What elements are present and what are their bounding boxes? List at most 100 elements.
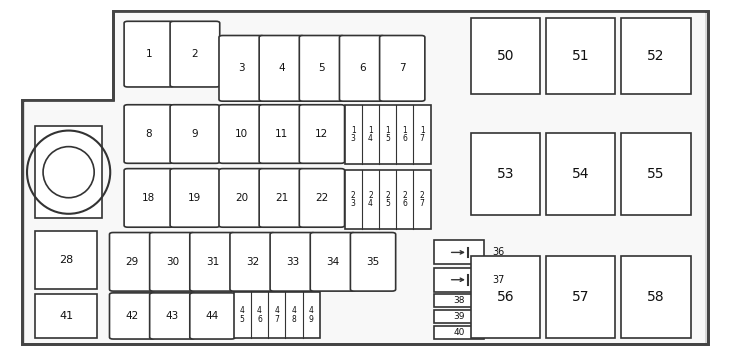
Bar xyxy=(434,294,484,307)
Text: 55: 55 xyxy=(648,167,664,181)
Text: 44: 44 xyxy=(206,311,219,321)
FancyBboxPatch shape xyxy=(110,293,155,339)
Text: 4: 4 xyxy=(278,63,285,73)
Text: 6: 6 xyxy=(358,63,366,73)
Text: 30: 30 xyxy=(166,257,179,267)
FancyBboxPatch shape xyxy=(339,36,385,101)
FancyBboxPatch shape xyxy=(219,105,264,163)
Text: 1
4: 1 4 xyxy=(368,126,373,143)
Text: 5: 5 xyxy=(318,63,326,73)
Text: 18: 18 xyxy=(142,193,155,203)
Text: 2
4: 2 4 xyxy=(368,191,373,208)
Text: 1
7: 1 7 xyxy=(420,126,425,143)
Text: 32: 32 xyxy=(246,257,259,267)
FancyBboxPatch shape xyxy=(124,21,174,87)
Bar xyxy=(471,256,540,338)
Text: 22: 22 xyxy=(315,193,328,203)
Text: 4
9: 4 9 xyxy=(309,306,314,323)
Bar xyxy=(546,256,615,338)
FancyBboxPatch shape xyxy=(124,169,174,227)
FancyBboxPatch shape xyxy=(299,105,345,163)
Polygon shape xyxy=(22,11,708,344)
Text: 8: 8 xyxy=(145,129,153,139)
Polygon shape xyxy=(25,12,705,343)
Text: 42: 42 xyxy=(126,311,139,321)
Text: 33: 33 xyxy=(286,257,299,267)
Text: 2: 2 xyxy=(191,49,199,59)
Bar xyxy=(471,133,540,215)
Text: 36: 36 xyxy=(493,247,505,257)
Text: 40: 40 xyxy=(453,328,465,337)
FancyBboxPatch shape xyxy=(380,36,425,101)
Text: 4
5: 4 5 xyxy=(239,306,245,323)
Text: 54: 54 xyxy=(572,167,589,181)
FancyBboxPatch shape xyxy=(230,233,275,291)
Bar xyxy=(345,105,431,164)
Text: 41: 41 xyxy=(59,311,73,321)
Text: 11: 11 xyxy=(275,129,288,139)
Bar xyxy=(35,231,97,289)
FancyBboxPatch shape xyxy=(190,293,235,339)
FancyBboxPatch shape xyxy=(190,233,235,291)
Text: 3: 3 xyxy=(238,63,245,73)
Text: 43: 43 xyxy=(166,311,179,321)
Text: 4
7: 4 7 xyxy=(274,306,279,323)
FancyBboxPatch shape xyxy=(219,169,264,227)
FancyBboxPatch shape xyxy=(110,233,155,291)
Bar xyxy=(621,256,691,338)
Text: 1: 1 xyxy=(145,49,153,59)
Bar xyxy=(546,18,615,94)
Text: 58: 58 xyxy=(647,290,665,304)
Text: 4
6: 4 6 xyxy=(257,306,262,323)
FancyBboxPatch shape xyxy=(170,21,220,87)
Text: 7: 7 xyxy=(399,63,406,73)
Text: 21: 21 xyxy=(275,193,288,203)
Bar xyxy=(434,310,484,323)
Bar xyxy=(234,292,320,338)
FancyBboxPatch shape xyxy=(124,105,174,163)
Bar xyxy=(35,126,102,218)
FancyBboxPatch shape xyxy=(170,169,220,227)
Text: 37: 37 xyxy=(493,275,505,285)
FancyBboxPatch shape xyxy=(259,105,304,163)
Text: 1
5: 1 5 xyxy=(385,126,390,143)
FancyBboxPatch shape xyxy=(270,233,315,291)
Bar xyxy=(471,18,540,94)
Text: 57: 57 xyxy=(572,290,589,304)
Bar xyxy=(621,133,691,215)
Text: 52: 52 xyxy=(648,49,664,63)
Text: 1
3: 1 3 xyxy=(350,126,356,143)
Text: 19: 19 xyxy=(188,193,201,203)
FancyBboxPatch shape xyxy=(150,293,195,339)
Text: 4
8: 4 8 xyxy=(291,306,296,323)
Text: 10: 10 xyxy=(235,129,248,139)
FancyBboxPatch shape xyxy=(259,169,304,227)
Text: 34: 34 xyxy=(326,257,339,267)
Text: 2
7: 2 7 xyxy=(420,191,425,208)
FancyBboxPatch shape xyxy=(170,105,220,163)
FancyBboxPatch shape xyxy=(299,169,345,227)
Bar xyxy=(345,170,431,229)
Text: 9: 9 xyxy=(191,129,199,139)
Bar xyxy=(546,133,615,215)
Text: 2
3: 2 3 xyxy=(350,191,356,208)
FancyBboxPatch shape xyxy=(299,36,345,101)
Text: 1
6: 1 6 xyxy=(402,126,407,143)
FancyBboxPatch shape xyxy=(350,233,396,291)
Bar xyxy=(434,268,484,292)
Bar xyxy=(434,240,484,264)
Text: 31: 31 xyxy=(206,257,219,267)
Text: 12: 12 xyxy=(315,129,328,139)
Text: 56: 56 xyxy=(496,290,515,304)
FancyBboxPatch shape xyxy=(150,233,195,291)
Text: 35: 35 xyxy=(366,257,380,267)
Text: 53: 53 xyxy=(497,167,514,181)
Text: 50: 50 xyxy=(497,49,514,63)
Bar xyxy=(35,294,97,338)
Text: 2
6: 2 6 xyxy=(402,191,407,208)
Text: 38: 38 xyxy=(453,296,465,305)
Bar xyxy=(434,326,484,339)
Text: 2
5: 2 5 xyxy=(385,191,390,208)
FancyBboxPatch shape xyxy=(310,233,356,291)
Text: 20: 20 xyxy=(235,193,248,203)
